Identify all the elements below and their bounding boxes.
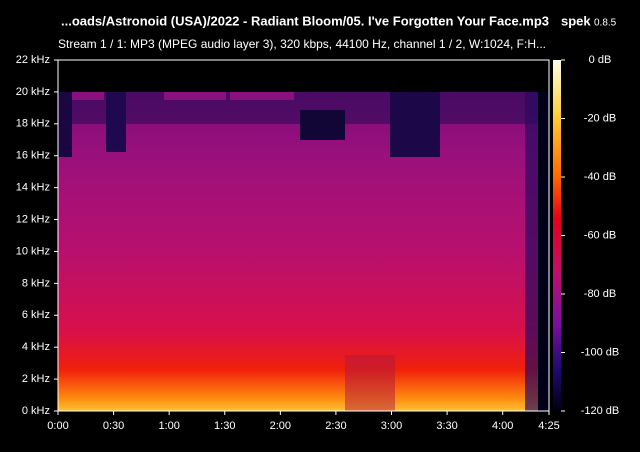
y-tick-label: 12 kHz: [16, 213, 50, 225]
y-tick-label: 4 kHz: [22, 341, 50, 353]
x-tick-label: 0:00: [47, 420, 68, 432]
x-tick-label: 3:00: [381, 420, 402, 432]
colorbar-tick-label: -100 dB: [581, 346, 620, 358]
colorbar-tick-label: -40 dB: [584, 171, 616, 183]
y-tick-label: 2 kHz: [22, 373, 50, 385]
x-tick-label: 4:25: [538, 420, 559, 432]
x-tick-label: 0:30: [103, 420, 124, 432]
spectrogram-image: [58, 60, 549, 411]
y-tick-label: 10 kHz: [16, 245, 50, 257]
y-tick-label: 8 kHz: [22, 277, 50, 289]
plot-frame: [57, 59, 550, 412]
x-tick-label: 1:30: [214, 420, 235, 432]
stream-info: Stream 1 / 1: MP3 (MPEG audio layer 3), …: [58, 37, 546, 51]
file-title: ...oads/Astronoid (USA)/2022 - Radiant B…: [61, 13, 549, 28]
x-tick-label: 2:30: [325, 420, 346, 432]
app-version: 0.8.5: [594, 18, 617, 29]
y-tick-label: 22 kHz: [16, 54, 50, 66]
colorbar-tick-label: -60 dB: [584, 229, 616, 241]
y-tick-label: 0 kHz: [22, 405, 50, 417]
x-tick-label: 3:30: [436, 420, 457, 432]
y-tick-label: 18 kHz: [16, 118, 50, 130]
y-tick-label: 14 kHz: [16, 182, 50, 194]
colorbar-tick-label: -120 dB: [581, 405, 620, 417]
colorbar-tick-label: -80 dB: [584, 288, 616, 300]
x-tick-label: 1:00: [158, 420, 179, 432]
y-tick-label: 20 kHz: [16, 86, 50, 98]
x-tick-label: 2:00: [270, 420, 291, 432]
y-tick-label: 16 kHz: [16, 150, 50, 162]
x-tick-label: 4:00: [492, 420, 513, 432]
colorbar-tick-label: 0 dB: [589, 54, 612, 66]
app-name: spek: [561, 13, 591, 28]
colorbar-tick-label: -20 dB: [584, 112, 616, 124]
y-tick-label: 6 kHz: [22, 309, 50, 321]
colorbar: [553, 60, 561, 411]
